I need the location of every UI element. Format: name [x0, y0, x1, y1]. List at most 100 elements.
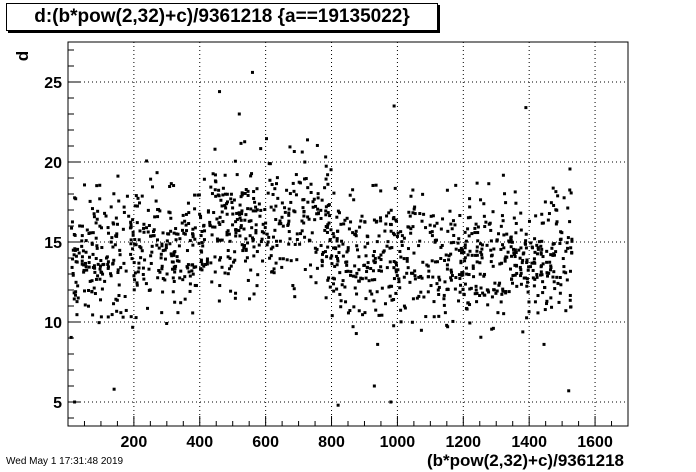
data-point [346, 246, 350, 250]
data-point [326, 211, 330, 215]
data-point [297, 180, 301, 184]
data-point [351, 325, 355, 329]
data-point [243, 191, 247, 195]
data-point [81, 249, 85, 253]
data-point [554, 190, 558, 194]
data-point [193, 193, 197, 197]
data-point [129, 252, 133, 256]
data-point [147, 288, 151, 292]
data-point [519, 271, 523, 275]
data-point [419, 274, 423, 278]
data-point [145, 159, 149, 163]
data-point [252, 196, 256, 200]
data-point [365, 270, 369, 274]
data-point [202, 223, 206, 227]
data-point [392, 266, 396, 270]
data-point [501, 173, 505, 177]
data-point [308, 239, 312, 243]
data-point [502, 246, 506, 250]
data-point [160, 264, 164, 268]
data-point [146, 208, 150, 212]
data-point [272, 267, 276, 271]
data-point [324, 164, 328, 168]
data-point [173, 270, 177, 274]
data-point [111, 261, 115, 265]
data-point [394, 270, 398, 274]
data-point [324, 205, 328, 209]
data-point [140, 249, 144, 253]
data-point [499, 247, 503, 251]
data-point [550, 246, 554, 250]
data-point [248, 234, 252, 238]
data-point [193, 283, 197, 287]
data-point [519, 268, 523, 272]
data-point [82, 268, 86, 272]
data-point [556, 281, 560, 285]
data-point [163, 257, 167, 261]
data-point [379, 258, 383, 262]
data-point [91, 252, 95, 256]
data-point [191, 272, 195, 276]
plot-frame [67, 41, 629, 427]
data-point [218, 215, 222, 219]
data-point [157, 269, 161, 273]
data-point [512, 216, 516, 220]
data-point [466, 216, 470, 220]
data-point [149, 261, 153, 265]
data-point [278, 257, 282, 261]
data-point [320, 264, 324, 268]
data-point [274, 218, 278, 222]
data-point [523, 241, 527, 245]
data-point [566, 206, 570, 210]
data-point [377, 269, 381, 273]
data-point [339, 222, 343, 226]
data-point [187, 211, 191, 215]
data-point [412, 207, 416, 211]
data-point [510, 277, 514, 281]
data-point [118, 253, 122, 257]
data-point [545, 249, 549, 253]
data-point [129, 315, 133, 319]
data-point [136, 270, 140, 274]
data-point [497, 283, 501, 287]
data-point [383, 302, 387, 306]
data-point [91, 231, 95, 235]
data-point [92, 212, 96, 216]
data-point [184, 212, 188, 216]
data-point [76, 296, 80, 300]
data-point [534, 214, 538, 218]
data-point [364, 276, 368, 280]
data-point [379, 269, 383, 273]
data-point [271, 235, 275, 239]
data-point [457, 273, 461, 277]
data-point [370, 278, 374, 282]
data-point [229, 289, 233, 293]
data-point [433, 238, 437, 242]
data-point [116, 174, 120, 178]
data-point [366, 266, 370, 270]
data-point [243, 218, 247, 222]
data-point [250, 226, 254, 230]
data-point [468, 197, 472, 201]
data-point [569, 191, 573, 195]
data-point [72, 297, 76, 301]
data-point [100, 246, 104, 250]
data-point [255, 284, 259, 288]
data-point [526, 280, 530, 284]
data-point [320, 198, 324, 202]
data-point [539, 273, 543, 277]
data-point [186, 201, 190, 205]
data-point [342, 222, 346, 226]
data-point [473, 231, 477, 235]
data-point [392, 324, 396, 328]
data-point [370, 292, 374, 296]
data-point [462, 250, 466, 254]
data-point [309, 275, 313, 279]
data-point [435, 282, 439, 286]
data-point [489, 260, 493, 264]
data-point [543, 286, 547, 290]
x-axis-label: (b*pow(2,32)+c)/9361218 [426, 451, 624, 470]
data-point [243, 259, 247, 263]
data-point [502, 233, 506, 237]
data-point [213, 255, 217, 259]
